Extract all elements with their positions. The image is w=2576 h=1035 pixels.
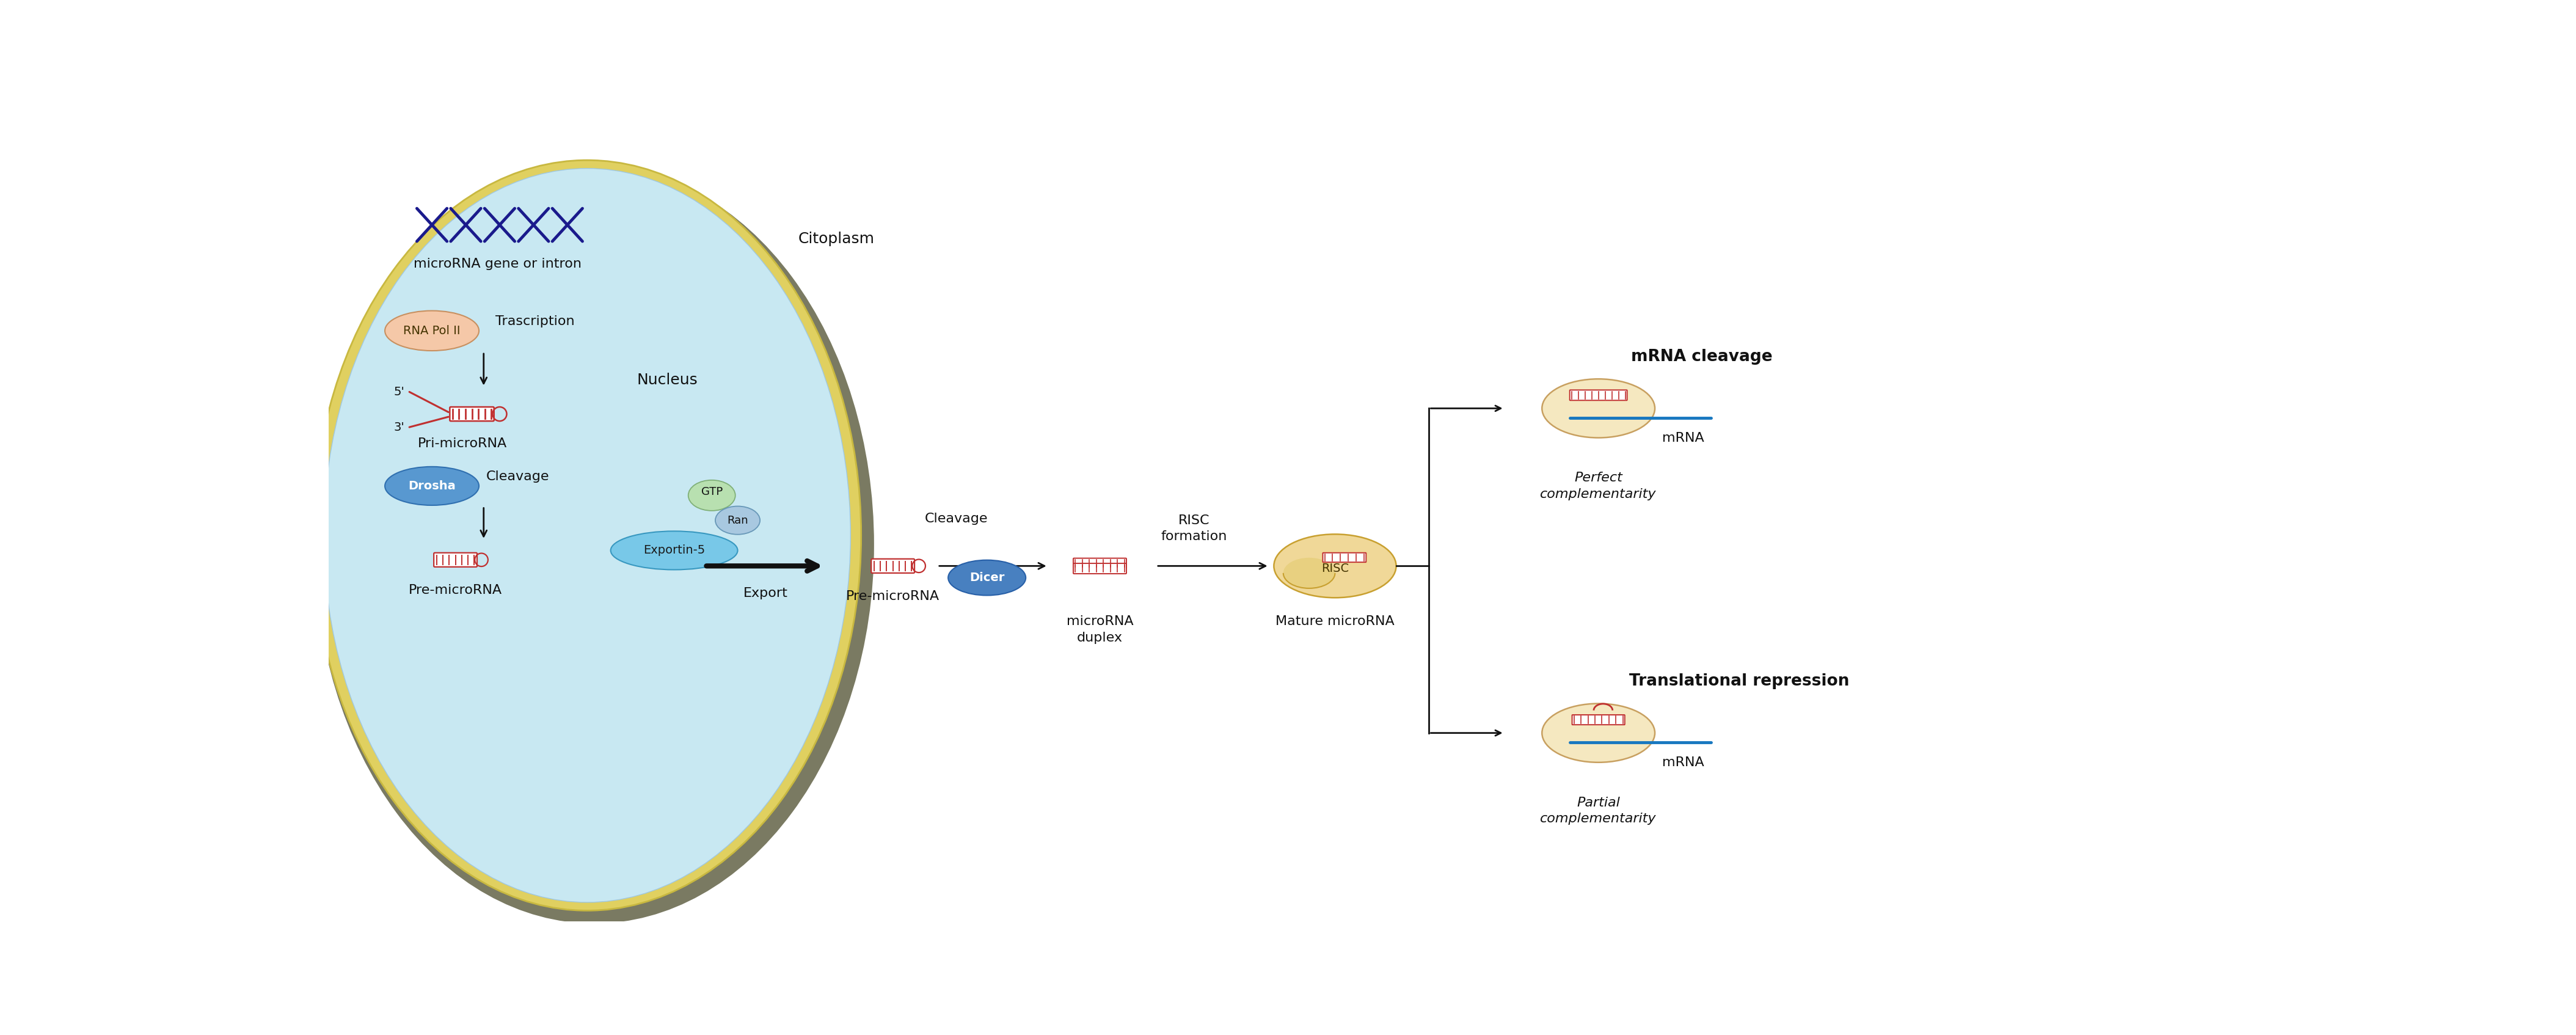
Text: mRNA: mRNA	[1662, 757, 1705, 769]
Ellipse shape	[384, 467, 479, 505]
FancyBboxPatch shape	[451, 407, 495, 421]
Ellipse shape	[716, 506, 760, 534]
Text: mRNA: mRNA	[1662, 432, 1705, 444]
Ellipse shape	[688, 480, 734, 510]
Text: microRNA
duplex: microRNA duplex	[1066, 616, 1133, 644]
FancyBboxPatch shape	[1324, 553, 1365, 562]
Text: Export: Export	[744, 587, 788, 599]
Text: RNA Pol II: RNA Pol II	[404, 325, 461, 336]
Text: Pre-microRNA: Pre-microRNA	[410, 584, 502, 596]
FancyBboxPatch shape	[1569, 390, 1628, 401]
Text: Dicer: Dicer	[969, 572, 1005, 584]
Ellipse shape	[1543, 379, 1654, 438]
Text: Citoplasm: Citoplasm	[799, 232, 876, 246]
Text: Mature microRNA: Mature microRNA	[1275, 616, 1394, 627]
Text: Drosha: Drosha	[407, 480, 456, 492]
Text: Translational repression: Translational repression	[1631, 674, 1850, 689]
Text: Perfect
complementarity: Perfect complementarity	[1540, 472, 1656, 500]
Text: Pre-microRNA: Pre-microRNA	[845, 590, 940, 602]
Text: RISC: RISC	[1321, 562, 1350, 574]
Ellipse shape	[1543, 704, 1654, 763]
Text: RISC
formation: RISC formation	[1162, 514, 1226, 542]
Text: 5': 5'	[394, 386, 404, 397]
Text: GTP: GTP	[701, 486, 721, 498]
Ellipse shape	[314, 166, 873, 923]
Ellipse shape	[314, 160, 860, 911]
Ellipse shape	[1283, 558, 1334, 588]
Text: Nucleus: Nucleus	[636, 373, 698, 387]
FancyBboxPatch shape	[1074, 563, 1126, 573]
Text: Cleavage: Cleavage	[487, 471, 549, 482]
Text: 3': 3'	[394, 421, 404, 433]
Text: Partial
complementarity: Partial complementarity	[1540, 797, 1656, 825]
Text: Pri-microRNA: Pri-microRNA	[417, 438, 507, 450]
Text: Ran: Ran	[726, 514, 747, 526]
Ellipse shape	[325, 169, 850, 903]
Text: Exportin-5: Exportin-5	[644, 544, 706, 556]
Text: mRNA cleavage: mRNA cleavage	[1631, 349, 1772, 364]
Ellipse shape	[948, 560, 1025, 595]
Text: Trascription: Trascription	[495, 316, 574, 327]
Text: Cleavage: Cleavage	[925, 512, 989, 525]
FancyBboxPatch shape	[871, 559, 914, 573]
Ellipse shape	[384, 310, 479, 351]
FancyBboxPatch shape	[1571, 715, 1625, 724]
Ellipse shape	[1275, 534, 1396, 597]
FancyBboxPatch shape	[1074, 558, 1126, 568]
FancyBboxPatch shape	[433, 553, 477, 567]
Text: microRNA gene or intron: microRNA gene or intron	[415, 258, 582, 270]
Ellipse shape	[611, 531, 737, 569]
